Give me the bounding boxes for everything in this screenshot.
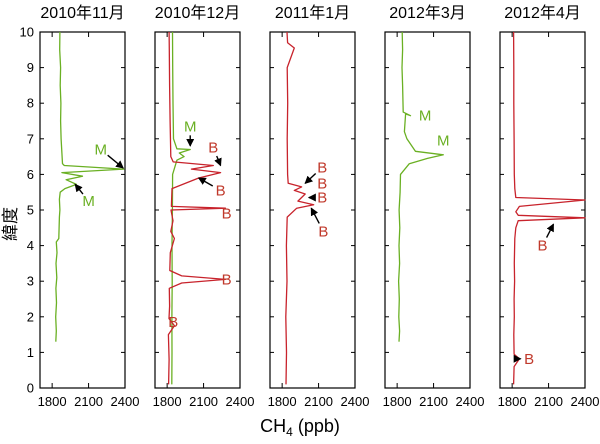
- x-tick-label: 2400: [456, 394, 485, 409]
- panel-title: 2010年11月: [40, 4, 124, 22]
- panel-title: 2012年4月: [504, 4, 581, 22]
- annotation-arrow: [304, 172, 317, 184]
- y-tick-label: 10: [20, 25, 34, 40]
- x-axis-label: CH4 (ppb): [260, 416, 340, 439]
- annotation-label: B: [222, 206, 232, 223]
- series-line-B-red: [285, 31, 315, 385]
- series-line-M-green: [55, 31, 125, 342]
- annotation-label: B: [537, 238, 547, 255]
- y-tick-label: 3: [27, 274, 34, 289]
- panel-title: 2012年3月: [389, 4, 466, 22]
- x-tick-label: 2100: [74, 394, 103, 409]
- y-tick-label: 7: [27, 131, 34, 146]
- x-tick-label: 2400: [341, 394, 370, 409]
- annotation-arrow: [310, 207, 320, 224]
- annotation-label: B: [317, 175, 327, 192]
- x-tick-label: 1800: [153, 394, 182, 409]
- annotation-label: B: [524, 351, 534, 368]
- x-tick-label: 1800: [498, 394, 527, 409]
- y-tick-label: 1: [27, 345, 34, 360]
- annotation-arrow: [214, 155, 222, 167]
- x-axis-label-main: CH: [260, 416, 286, 436]
- annotation-label: B: [168, 314, 178, 331]
- annotation-arrow: [107, 154, 124, 169]
- y-tick-label: 4: [27, 238, 34, 253]
- x-tick-label: 1800: [383, 394, 412, 409]
- x-tick-label: 1800: [38, 394, 67, 409]
- panel-4: 2012年3月 1800 2100 2400 MM: [383, 4, 485, 409]
- x-tick-label: 2100: [534, 394, 563, 409]
- annotation-label: M: [184, 118, 197, 135]
- y-tick-label: 8: [27, 96, 34, 111]
- series-line-M-green: [397, 31, 444, 342]
- y-tick-label: 9: [27, 60, 34, 75]
- annotation-label: B: [317, 190, 327, 207]
- annotation-label: B: [317, 159, 327, 176]
- annotation-arrow: [74, 183, 84, 195]
- x-tick-label: 2100: [189, 394, 218, 409]
- x-axis-label-unit: (ppb): [293, 416, 340, 436]
- annotation-label: M: [437, 133, 450, 150]
- annotation-label: M: [94, 141, 107, 158]
- x-tick-label: 2400: [226, 394, 255, 409]
- panel-frame: [384, 31, 471, 389]
- panel-5: 2012年4月 1800 2100 2400 B B: [498, 4, 600, 409]
- panel-title: 2011年1月: [275, 4, 350, 22]
- annotation-label: B: [216, 182, 226, 199]
- x-tick-label: 2400: [571, 394, 600, 409]
- panel-frame: [499, 31, 586, 389]
- y-tick-label: 0: [27, 381, 34, 396]
- x-tick-label: 2400: [111, 394, 140, 409]
- x-tick-label: 1800: [268, 394, 297, 409]
- annotation-arrow: [197, 177, 214, 187]
- x-tick-label: 2100: [419, 394, 448, 409]
- annotation-label: M: [419, 108, 432, 125]
- y-tick-label: 2: [27, 309, 34, 324]
- series-line-B-red: [167, 31, 227, 385]
- panel-title: 2010年12月: [155, 4, 240, 22]
- annotation-label: M: [82, 193, 95, 210]
- series-line-M-green: [171, 31, 191, 385]
- annotation-label: B: [222, 271, 232, 288]
- annotation-arrow: [545, 223, 555, 238]
- y-tick-label: 5: [27, 203, 34, 218]
- annotation-label: B: [318, 223, 328, 240]
- y-tick-label: 6: [27, 167, 34, 182]
- series-line-B-red: [512, 31, 586, 385]
- panel-1: 2010年11月 1800 2100 2400 0 1 2 3 4 5 6 7 8 9 10 M M: [20, 4, 140, 409]
- x-axis-label-subscript: 4: [286, 425, 293, 439]
- y-axis-label: 緯度: [1, 207, 20, 241]
- annotation-label: B: [208, 140, 218, 157]
- x-tick-label: 2100: [304, 394, 333, 409]
